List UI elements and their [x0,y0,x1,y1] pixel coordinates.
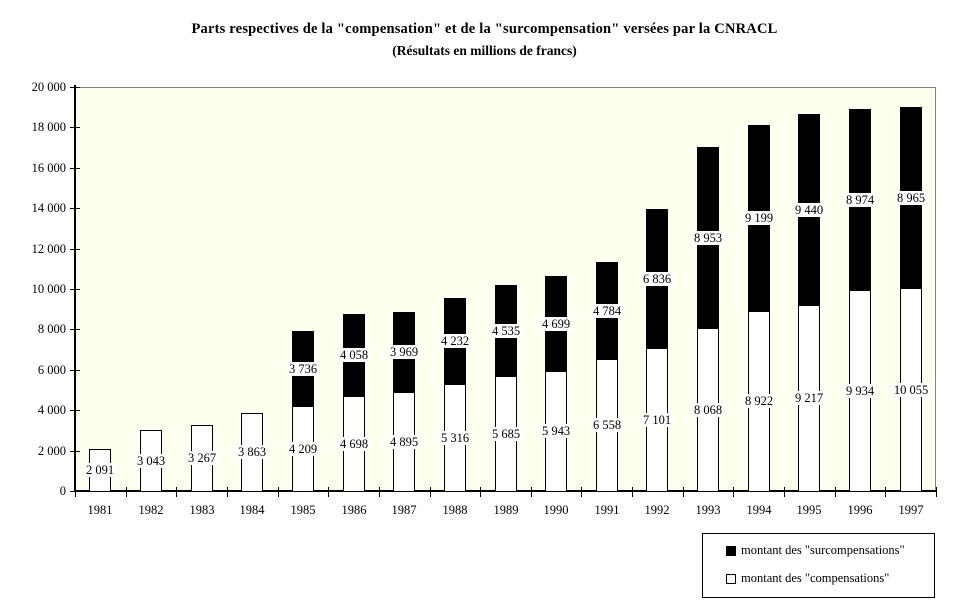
y-axis-tick [70,410,80,411]
bar-value-label-compensations: 5 943 [539,424,573,438]
bar-value-label-surcompensations: 4 535 [489,324,523,338]
x-axis-tick [835,487,836,497]
bar-value-label-compensations: 6 558 [590,418,624,432]
x-axis-category-label: 1992 [644,503,670,517]
y-axis-line [74,85,76,492]
y-axis-tick [70,370,80,371]
y-axis-tick-label: 2 000 [37,444,66,458]
bar-value-label-surcompensations: 3 969 [387,345,421,359]
bar-value-label-surcompensations: 4 699 [539,317,573,331]
x-axis-tick [278,487,279,497]
x-axis-category-label: 1988 [442,503,468,517]
y-axis-tick-label: 18 000 [31,120,66,134]
x-axis-category-label: 1990 [543,503,569,517]
y-axis-tick-label: 4 000 [37,403,66,417]
x-axis-tick [227,487,228,497]
x-axis-category-label: 1995 [796,503,822,517]
y-axis-tick-label: 8 000 [37,322,66,336]
legend-entry-compensations: montant des "compensations" [726,571,889,586]
y-axis-tick-label: 14 000 [31,201,66,215]
x-axis-tick [581,487,582,497]
x-axis-category-label: 1993 [695,503,721,517]
x-axis-category-label: 1984 [239,503,265,517]
x-axis-tick [480,487,481,497]
y-axis-tick [70,87,80,88]
bar-value-label-surcompensations: 4 784 [590,304,624,318]
x-axis-tick [126,487,127,497]
bar-value-label-compensations: 5 316 [438,431,472,445]
y-axis-tick-label: 6 000 [37,363,66,377]
y-axis-tick-label: 16 000 [31,161,66,175]
x-axis-tick [936,487,937,497]
legend-entry-surcompensations: montant des "surcompensations" [726,543,905,558]
y-axis-tick [70,168,80,169]
y-axis-tick [70,127,80,128]
chart-title: Parts respectives de la "compensation" e… [191,21,778,37]
white-square-icon [726,573,736,584]
x-axis-tick [328,487,329,497]
x-axis-category-label: 1983 [189,503,215,517]
bar-value-label-compensations: 9 934 [843,384,877,398]
bar-value-label-compensations: 9 217 [792,391,826,405]
x-axis-category-label: 1991 [594,503,620,517]
bar-value-label-compensations: 8 068 [691,403,725,417]
bar-value-label-compensations: 5 685 [489,427,523,441]
y-axis-tick-label: 20 000 [31,80,66,94]
bar-value-label-surcompensations: 8 974 [843,193,877,207]
bar-value-label-surcompensations: 3 736 [286,362,320,376]
bar-value-label-surcompensations: 4 058 [337,348,371,362]
bar-value-label-surcompensations: 9 199 [742,211,776,225]
x-axis-tick [683,487,684,497]
bar-value-label-compensations: 3 267 [185,451,219,465]
x-axis-tick [733,487,734,497]
y-axis-tick [70,249,80,250]
bar-value-label-surcompensations: 4 232 [438,334,472,348]
x-axis-category-label: 1982 [138,503,164,517]
y-axis-tick-label: 12 000 [31,242,66,256]
y-axis-tick [70,329,80,330]
y-axis-tick-label: 10 000 [31,282,66,296]
legend-label-surcompensations: montant des "surcompensations" [741,543,905,557]
bar-value-label-surcompensations: 6 836 [640,272,674,286]
y-axis-tick-label: 0 [59,484,66,498]
x-axis-tick [176,487,177,497]
bar-value-label-surcompensations: 9 440 [792,203,826,217]
bar-value-label-compensations: 7 101 [640,413,674,427]
x-axis-category-label: 1987 [391,503,417,517]
x-axis-category-label: 1996 [847,503,873,517]
x-axis-tick [531,487,532,497]
x-axis-category-label: 1985 [290,503,316,517]
bar-value-label-surcompensations: 8 965 [894,191,928,205]
bar-value-label-compensations: 4 698 [337,437,371,451]
x-axis-tick [632,487,633,497]
bar-value-label-compensations: 8 922 [742,394,776,408]
x-axis-category-label: 1986 [341,503,367,517]
y-axis-tick [70,451,80,452]
y-axis-tick [70,208,80,209]
x-axis-tick [75,487,76,497]
x-axis-category-label: 1989 [493,503,519,517]
black-square-icon [726,545,736,556]
x-axis-tick [784,487,785,497]
x-axis-category-label: 1997 [898,503,924,517]
bar-value-label-compensations: 4 895 [387,435,421,449]
chart-subtitle: (Résultats en millions de francs) [392,43,577,58]
x-axis-tick [379,487,380,497]
x-axis-tick [430,487,431,497]
bar-value-label-compensations: 4 209 [286,442,320,456]
y-axis-tick [70,289,80,290]
bar-value-label-compensations: 10 055 [891,383,931,397]
legend-box: montant des "surcompensations" montant d… [702,533,935,598]
bar-value-label-compensations: 3 043 [134,454,168,468]
bar-value-label-surcompensations: 8 953 [691,231,725,245]
legend-label-compensations: montant des "compensations" [741,571,890,585]
x-axis-category-label: 1994 [746,503,772,517]
x-axis-tick [885,487,886,497]
bar-value-label-compensations: 3 863 [235,445,269,459]
bar-value-label-compensations: 2 091 [83,463,117,477]
x-axis-category-label: 1981 [87,503,113,517]
